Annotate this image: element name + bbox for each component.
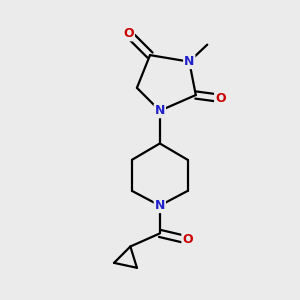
Text: O: O [182,233,193,247]
Text: N: N [154,199,165,212]
Text: N: N [184,55,194,68]
Text: O: O [215,92,226,105]
Text: O: O [123,27,134,40]
Text: N: N [154,104,165,117]
